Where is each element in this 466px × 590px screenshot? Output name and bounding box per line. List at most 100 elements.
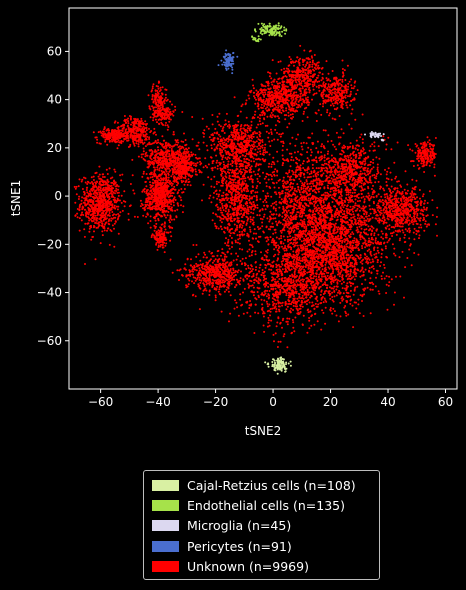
scatter-point: [404, 198, 407, 201]
scatter-point: [121, 209, 124, 212]
scatter-point: [183, 132, 185, 135]
scatter-point: [384, 211, 387, 214]
scatter-point: [85, 203, 88, 206]
scatter-point: [150, 171, 153, 174]
scatter-point: [263, 113, 266, 116]
scatter-point: [179, 162, 182, 165]
scatter-point: [329, 89, 332, 92]
scatter-point: [390, 226, 393, 229]
scatter-point: [424, 220, 427, 223]
scatter-point: [144, 203, 147, 206]
scatter-point: [151, 208, 154, 211]
scatter-point: [99, 200, 102, 203]
scatter-point: [144, 153, 147, 155]
scatter-point: [285, 114, 288, 117]
scatter-point: [401, 212, 404, 215]
scatter-point: [425, 164, 428, 166]
scatter-point: [165, 185, 168, 188]
scatter-point: [168, 117, 171, 120]
scatter-point: [125, 131, 128, 134]
scatter-point: [142, 153, 144, 156]
scatter-point: [280, 90, 283, 93]
scatter-point: [172, 187, 175, 190]
scatter-point: [114, 129, 117, 132]
scatter-point: [155, 106, 157, 109]
scatter-point: [407, 199, 410, 202]
scatter-point: [128, 145, 131, 148]
scatter-point: [153, 205, 156, 208]
scatter-point: [103, 128, 105, 131]
scatter-point: [304, 82, 307, 85]
scatter-point: [163, 115, 166, 118]
scatter-point: [120, 179, 123, 182]
scatter-point: [277, 61, 280, 63]
scatter-point: [249, 144, 252, 147]
scatter-point: [413, 252, 416, 254]
scatter-point: [341, 85, 343, 87]
scatter-point: [428, 164, 431, 167]
scatter-point: [428, 139, 431, 142]
scatter-point: [99, 217, 101, 220]
scatter-point: [315, 92, 318, 95]
scatter-point: [102, 199, 105, 202]
scatter-point: [319, 103, 322, 106]
scatter-point: [160, 195, 162, 197]
scatter-point: [299, 57, 302, 60]
scatter-point: [92, 200, 95, 203]
scatter-point: [414, 151, 417, 154]
scatter-point: [152, 196, 155, 199]
scatter-point: [186, 183, 189, 186]
scatter-point: [95, 186, 98, 188]
scatter-point: [167, 164, 170, 166]
scatter-point: [410, 220, 413, 223]
scatter-point: [120, 139, 123, 142]
scatter-point: [267, 71, 270, 74]
scatter-point: [151, 87, 154, 90]
scatter-point: [90, 181, 93, 183]
scatter-point: [418, 167, 421, 169]
scatter-point: [176, 184, 178, 187]
scatter-point: [155, 189, 158, 192]
scatter-point: [145, 198, 148, 200]
scatter-point: [267, 94, 269, 97]
scatter-point: [184, 170, 187, 173]
scatter-point: [124, 118, 126, 121]
scatter-point: [181, 211, 184, 214]
scatter-point: [177, 204, 180, 207]
scatter-point: [411, 187, 414, 190]
scatter-point: [183, 183, 186, 186]
scatter-point: [339, 100, 342, 103]
scatter-point: [146, 213, 149, 216]
scatter-point: [328, 93, 330, 96]
scatter-point: [288, 64, 291, 67]
scatter-point: [154, 184, 157, 187]
scatter-point: [97, 222, 100, 225]
scatter-point: [322, 102, 325, 105]
scatter-point: [152, 187, 155, 190]
scatter-point: [157, 217, 160, 220]
scatter-point: [264, 91, 266, 94]
scatter-point: [142, 172, 145, 175]
scatter-point: [297, 78, 300, 81]
scatter-point: [286, 126, 289, 129]
scatter-point: [165, 150, 168, 153]
scatter-point: [134, 118, 137, 121]
scatter-point: [168, 153, 171, 156]
scatter-point: [106, 143, 109, 146]
scatter-point: [100, 204, 102, 207]
scatter-point: [296, 110, 299, 113]
scatter-point: [155, 238, 158, 241]
scatter-point: [188, 180, 191, 183]
scatter-point: [108, 201, 110, 204]
scatter-point: [78, 229, 81, 232]
scatter-point: [329, 79, 332, 82]
scatter-point: [162, 166, 165, 169]
scatter-point: [378, 219, 381, 222]
scatter-point: [224, 149, 227, 152]
scatter-point: [161, 162, 164, 165]
scatter-point: [200, 162, 203, 165]
scatter-point: [282, 76, 284, 79]
scatter-point: [134, 122, 137, 125]
scatter-point: [333, 87, 336, 90]
scatter-point: [394, 200, 397, 203]
